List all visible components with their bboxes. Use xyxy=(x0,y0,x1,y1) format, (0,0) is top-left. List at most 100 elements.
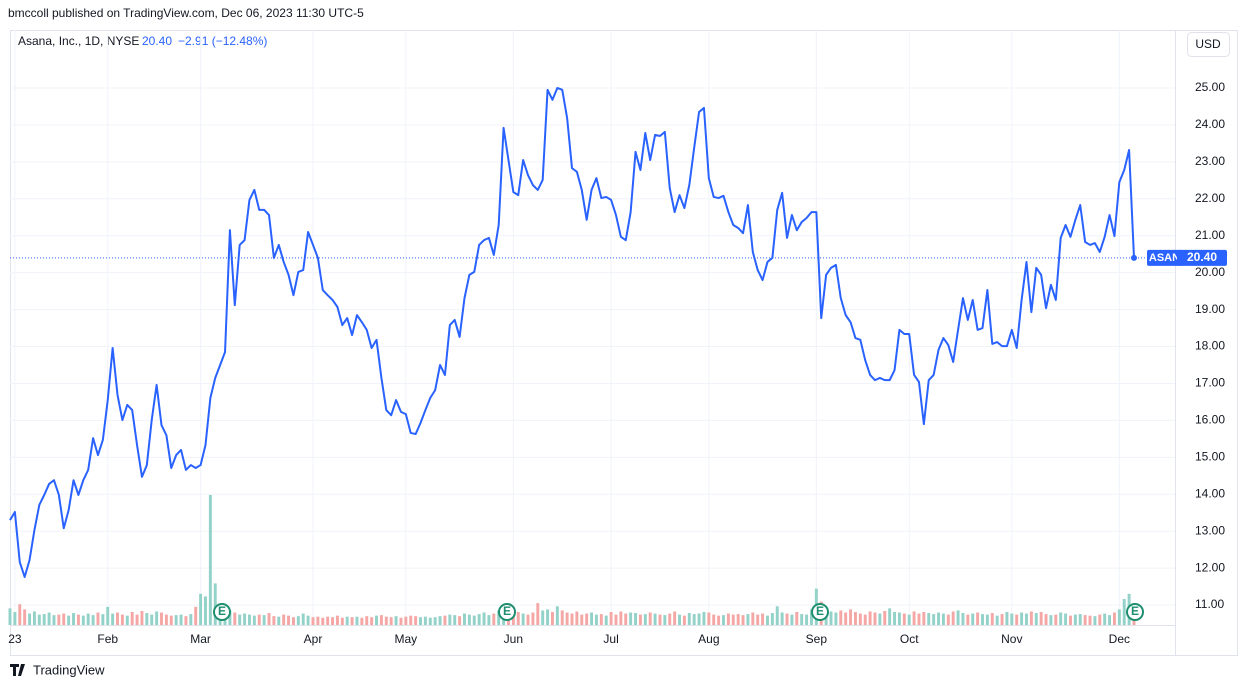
volume-bar xyxy=(863,614,867,625)
volume-bar xyxy=(1000,614,1004,625)
volume-bar xyxy=(829,611,833,625)
volume-bar xyxy=(1059,612,1063,625)
volume-bar xyxy=(150,614,154,625)
y-tick-label: 24.00 xyxy=(1195,117,1225,131)
volume-bar xyxy=(1083,615,1087,625)
volume-bar xyxy=(1049,615,1053,625)
volume-bar xyxy=(961,613,965,625)
volume-bar xyxy=(433,617,437,625)
volume-bar xyxy=(76,614,80,625)
volume-bar xyxy=(878,613,882,625)
event-marker[interactable] xyxy=(811,603,829,621)
volume-bar xyxy=(228,610,232,625)
volume-bar xyxy=(555,606,559,625)
volume-bar xyxy=(169,615,173,625)
volume-bar xyxy=(1005,612,1009,625)
y-tick-label: 23.00 xyxy=(1195,154,1225,168)
volume-bar xyxy=(844,612,848,625)
volume-bar xyxy=(702,612,706,625)
volume-bar xyxy=(116,612,119,625)
volume-bar xyxy=(868,611,872,625)
symbol-tag-label: ASAN xyxy=(1149,252,1180,264)
volume-bar xyxy=(922,612,926,625)
x-tick-label: Feb xyxy=(97,632,118,646)
volume-bar xyxy=(1054,614,1058,625)
volume-bar xyxy=(384,616,388,625)
volume-bar xyxy=(23,609,27,625)
volume-bar xyxy=(941,613,945,625)
volume-bar xyxy=(590,612,594,625)
brand-name: TradingView xyxy=(33,662,105,677)
volume-bar xyxy=(243,613,247,625)
volume-bar xyxy=(487,615,491,625)
x-tick-label: Jun xyxy=(504,632,523,646)
volume-bar xyxy=(1015,614,1019,625)
volume-bar xyxy=(179,614,183,625)
volume-bar xyxy=(111,613,115,625)
volume-bar xyxy=(1122,599,1126,625)
volume-bar xyxy=(1103,613,1107,625)
volume-bar xyxy=(668,613,672,625)
event-marker[interactable] xyxy=(213,603,231,621)
volume-bar xyxy=(663,615,667,625)
volume-bar xyxy=(394,616,398,625)
volume-bar xyxy=(1034,613,1038,625)
volume-bar xyxy=(839,610,843,625)
volume-bar xyxy=(609,612,613,625)
event-label[interactable]: E xyxy=(1131,604,1139,618)
volume-bar xyxy=(62,613,66,625)
event-label[interactable]: E xyxy=(503,604,511,618)
volume-bar xyxy=(409,615,413,625)
event-marker[interactable] xyxy=(498,603,516,621)
volume-bar xyxy=(570,613,574,625)
volume-bar xyxy=(560,610,564,625)
event-label[interactable]: E xyxy=(816,604,824,618)
volume-bar xyxy=(189,614,193,625)
volume-bar xyxy=(766,615,769,625)
volume-bar xyxy=(809,609,813,625)
event-marker[interactable] xyxy=(1126,603,1144,621)
volume-bar xyxy=(976,612,980,625)
volume-bar xyxy=(687,613,691,625)
volume-bar xyxy=(995,615,999,625)
volume-bar xyxy=(365,616,369,625)
volume-bar xyxy=(858,613,862,625)
y-tick-label: 12.00 xyxy=(1195,560,1225,574)
price-line xyxy=(9,86,1135,578)
event-label[interactable]: E xyxy=(218,604,226,618)
volume-bar xyxy=(565,612,569,625)
y-tick-label: 21.00 xyxy=(1195,228,1225,242)
volume-bar xyxy=(1093,616,1097,625)
volume-bar xyxy=(614,614,618,625)
volume-bar xyxy=(1025,613,1028,625)
volume-bar xyxy=(790,614,794,625)
volume-bar xyxy=(238,614,242,625)
volume-bar xyxy=(375,615,378,625)
legend-change: −2.91 (−12.48%) xyxy=(178,34,267,48)
volume-bar xyxy=(233,612,237,625)
volume-bar xyxy=(751,612,755,625)
grid xyxy=(10,30,1175,625)
volume-bar xyxy=(47,612,51,625)
volume-bar xyxy=(272,616,276,625)
volume-bar xyxy=(1064,613,1068,625)
volume-bar xyxy=(306,615,310,625)
brand: TradingView xyxy=(10,662,105,677)
volume-bar xyxy=(72,613,75,625)
legend-name: Asana, Inc., 1D, NYSE xyxy=(18,34,139,48)
volume-bar xyxy=(883,610,887,625)
currency-label[interactable]: USD xyxy=(1195,37,1221,51)
x-tick-label: Nov xyxy=(1001,632,1022,646)
volume-bar xyxy=(1069,615,1072,625)
volume-bar xyxy=(428,617,432,625)
volume-bar xyxy=(199,593,203,625)
y-tick-label: 22.00 xyxy=(1195,191,1225,205)
volume-bar xyxy=(497,610,501,625)
volume-bar xyxy=(536,603,540,625)
volume-bar xyxy=(345,616,349,625)
currency-button[interactable] xyxy=(1187,32,1230,57)
x-tick-label: Aug xyxy=(698,632,719,646)
volume-bar xyxy=(800,614,804,625)
volume-bar xyxy=(775,606,779,625)
